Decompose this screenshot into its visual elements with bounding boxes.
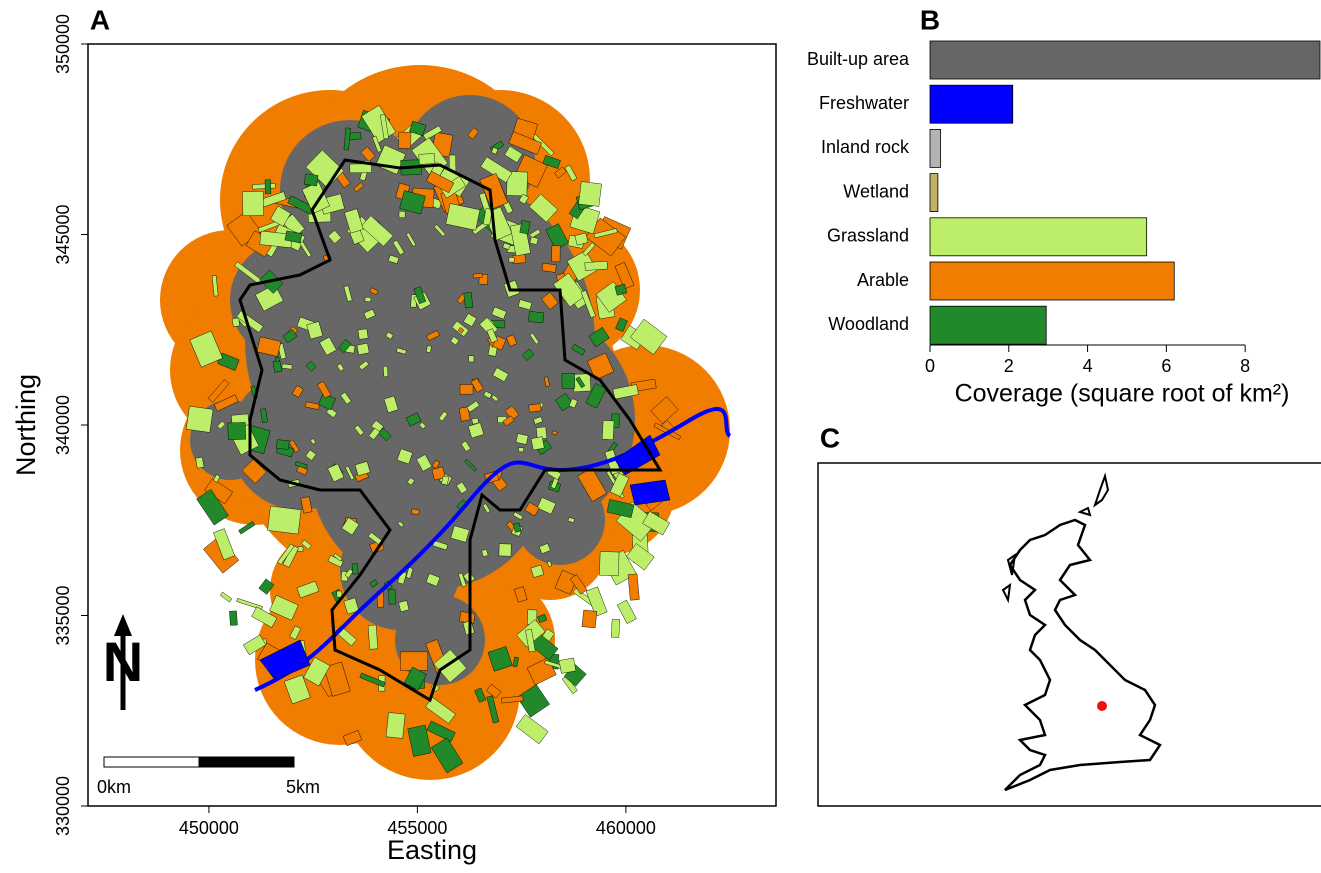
patch — [196, 457, 204, 468]
x-tick-label: 2 — [1004, 356, 1014, 376]
x-tick-label: 6 — [1161, 356, 1171, 376]
y-tick-label: 330000 — [53, 776, 73, 836]
patch — [368, 625, 378, 649]
patch — [358, 329, 368, 340]
scale-label: 0km — [97, 777, 131, 797]
patch — [350, 164, 372, 173]
figure: A450000455000460000330000335000340000345… — [0, 0, 1321, 873]
patch — [516, 434, 528, 445]
study-site-marker — [1097, 701, 1107, 711]
patch — [275, 357, 279, 361]
patch — [585, 261, 608, 270]
patch — [388, 590, 395, 605]
scale-label: 5km — [286, 777, 320, 797]
patch — [499, 544, 511, 557]
land-cover-map — [104, 65, 730, 780]
bar — [930, 262, 1174, 300]
patch — [579, 182, 602, 207]
category-label: Arable — [857, 270, 909, 290]
bar — [930, 306, 1046, 344]
x-tick-label: 4 — [1083, 356, 1093, 376]
patch — [531, 437, 544, 451]
y-tick-label: 345000 — [53, 204, 73, 264]
patch — [304, 174, 318, 186]
bar — [930, 218, 1147, 256]
patch — [528, 311, 544, 323]
patch — [352, 564, 358, 575]
panel-letter: A — [90, 4, 110, 35]
category-label: Inland rock — [821, 137, 910, 157]
y-axis-title: Northing — [11, 374, 41, 476]
bar — [930, 129, 941, 167]
uk-map — [1003, 476, 1160, 790]
patch — [552, 246, 561, 262]
y-tick-label: 350000 — [53, 14, 73, 74]
category-label: Built-up area — [807, 49, 910, 69]
category-label: Wetland — [843, 181, 909, 201]
patch — [559, 658, 576, 673]
patch — [628, 574, 639, 600]
category-label: Freshwater — [819, 93, 909, 113]
patch — [519, 448, 524, 452]
patch — [464, 292, 473, 308]
patch — [542, 263, 556, 272]
patch — [228, 422, 246, 440]
patch — [276, 440, 289, 450]
patch — [383, 366, 388, 376]
patch — [398, 132, 411, 149]
category-label: Grassland — [827, 226, 909, 246]
patch — [473, 273, 482, 278]
patch — [229, 611, 237, 626]
category-label: Woodland — [828, 314, 909, 334]
x-axis-title: Coverage (square root of km²) — [955, 380, 1290, 408]
bar — [930, 41, 1320, 79]
patch — [265, 180, 271, 194]
patch — [460, 384, 473, 394]
patch — [268, 506, 302, 534]
y-tick-label: 335000 — [53, 585, 73, 645]
patch — [469, 356, 474, 362]
patch — [232, 318, 240, 327]
scale-bar-white — [104, 757, 199, 767]
patch — [357, 343, 369, 355]
x-axis-title: Easting — [387, 835, 477, 865]
patch — [509, 257, 515, 262]
bar — [930, 174, 938, 212]
patch — [186, 406, 213, 432]
patch — [582, 610, 597, 628]
patch — [516, 714, 548, 744]
panel-letter: B — [920, 4, 940, 35]
x-tick-label: 8 — [1240, 356, 1250, 376]
x-tick-label: 460000 — [596, 818, 656, 838]
north-label: N — [103, 630, 143, 693]
patch — [253, 183, 276, 189]
patch — [220, 592, 232, 602]
patch — [399, 211, 405, 217]
patch — [365, 297, 371, 302]
patch — [599, 551, 619, 575]
scale-bar-black — [199, 757, 294, 767]
patch — [419, 153, 435, 164]
bar — [930, 85, 1013, 123]
patch — [602, 420, 614, 439]
patch — [562, 373, 575, 388]
x-tick-label: 450000 — [179, 818, 239, 838]
great-britain-outline — [1005, 520, 1160, 790]
patch — [242, 191, 263, 215]
x-tick-label: 0 — [925, 356, 935, 376]
patch — [529, 404, 542, 412]
patch — [386, 712, 405, 738]
patch — [611, 619, 620, 638]
y-tick-label: 340000 — [53, 395, 73, 455]
panel-letter: C — [820, 422, 840, 453]
patch — [617, 600, 636, 624]
